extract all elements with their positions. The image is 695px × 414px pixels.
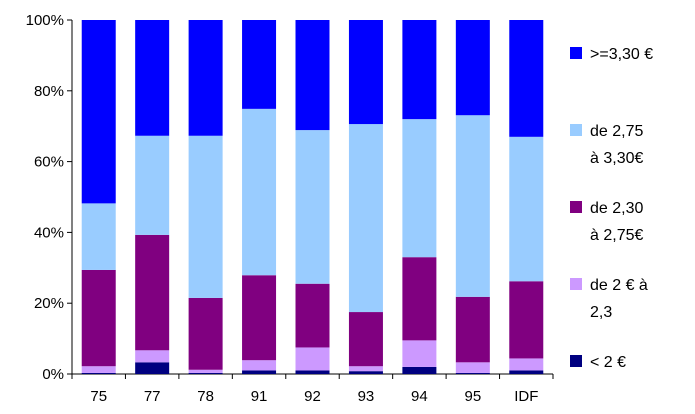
bar-segment (81, 372, 116, 374)
bar-segment (242, 370, 277, 374)
bar-segment (188, 369, 223, 373)
bar-segment (455, 115, 490, 297)
y-tick-label: 100% (26, 12, 64, 29)
tick-labels: 0% 20% 40% 60% 80% 100% 75 77 78 91 92 93 94 95 IDF (26, 12, 539, 405)
bar-segment (455, 362, 490, 373)
bar-segment (242, 360, 277, 371)
x-tick-label: 95 (464, 388, 481, 405)
bar-segment (402, 257, 437, 341)
legend-label: de 2,30 à 2,75€ (590, 200, 643, 244)
bar-segment (81, 203, 116, 270)
bar-segment (402, 340, 437, 367)
bar-segment (295, 130, 330, 284)
bar-segment (135, 135, 170, 235)
legend-item: < 2 € (570, 354, 626, 371)
bar-segment (242, 20, 277, 109)
x-tick-label: 94 (411, 388, 428, 405)
bar-segment (509, 358, 544, 371)
bar-segment (188, 20, 223, 136)
bar-segment (135, 234, 170, 351)
legend-swatch (570, 47, 582, 59)
y-tick-label: 20% (34, 295, 64, 312)
bar-segment (455, 296, 490, 363)
bar-segment (509, 281, 544, 359)
legend-label: < 2 € (590, 354, 626, 371)
legend: >=3,30 € de 2,75 à 3,30€ de 2,30 à 2,75€ de 2… (570, 46, 653, 371)
bar-segment (81, 366, 116, 373)
x-tick-label: 93 (358, 388, 375, 405)
legend-item: >=3,30 € (570, 46, 653, 63)
legend-swatch (570, 278, 582, 290)
x-tick-label: 92 (304, 388, 321, 405)
bar-segment (295, 370, 330, 374)
bar-segment (402, 366, 437, 374)
bar-segment (348, 312, 383, 367)
bar-segment (509, 370, 544, 374)
bar-segment (135, 350, 170, 363)
bar-segment (81, 20, 116, 204)
y-tick-label: 0% (42, 366, 64, 383)
bar-segment (188, 135, 223, 298)
x-tick-label: 77 (144, 388, 161, 405)
bar-segment (348, 371, 383, 374)
bar-segment (455, 20, 490, 116)
x-tick-label: 78 (197, 388, 214, 405)
bar-segment (81, 269, 116, 367)
legend-swatch (570, 355, 582, 367)
bar-segment (402, 119, 437, 258)
bar-segment (402, 20, 437, 120)
legend-label: de 2 € à 2,3 (590, 277, 648, 321)
bar-segment (295, 347, 330, 371)
y-tick-label: 60% (34, 154, 64, 171)
bar-segment (188, 372, 223, 374)
bar-segment (295, 283, 330, 348)
legend-label: >=3,30 € (590, 46, 653, 63)
bars (81, 20, 544, 374)
legend-swatch (570, 124, 582, 136)
y-tick-label: 80% (34, 83, 64, 100)
bar-segment (348, 366, 383, 372)
bar-segment (295, 20, 330, 131)
bar-segment (135, 362, 170, 374)
bar-segment (188, 297, 223, 370)
bar-segment (242, 108, 277, 276)
legend-item: de 2 € à 2,3 (570, 277, 648, 321)
legend-swatch (570, 201, 582, 213)
bar-segment (509, 136, 544, 282)
x-tick-label: 75 (90, 388, 107, 405)
y-tick-label: 40% (34, 224, 64, 241)
legend-label: de 2,75 à 3,30€ (590, 123, 643, 167)
legend-item: de 2,75 à 3,30€ (570, 123, 643, 167)
bar-segment (348, 20, 383, 125)
bar-segment (455, 372, 490, 374)
bar-segment (509, 20, 544, 137)
bar-segment (135, 20, 170, 136)
bar-segment (348, 124, 383, 313)
legend-item: de 2,30 à 2,75€ (570, 200, 643, 244)
bar-segment (242, 275, 277, 361)
x-tick-label: IDF (514, 388, 538, 405)
x-tick-label: 91 (251, 388, 268, 405)
